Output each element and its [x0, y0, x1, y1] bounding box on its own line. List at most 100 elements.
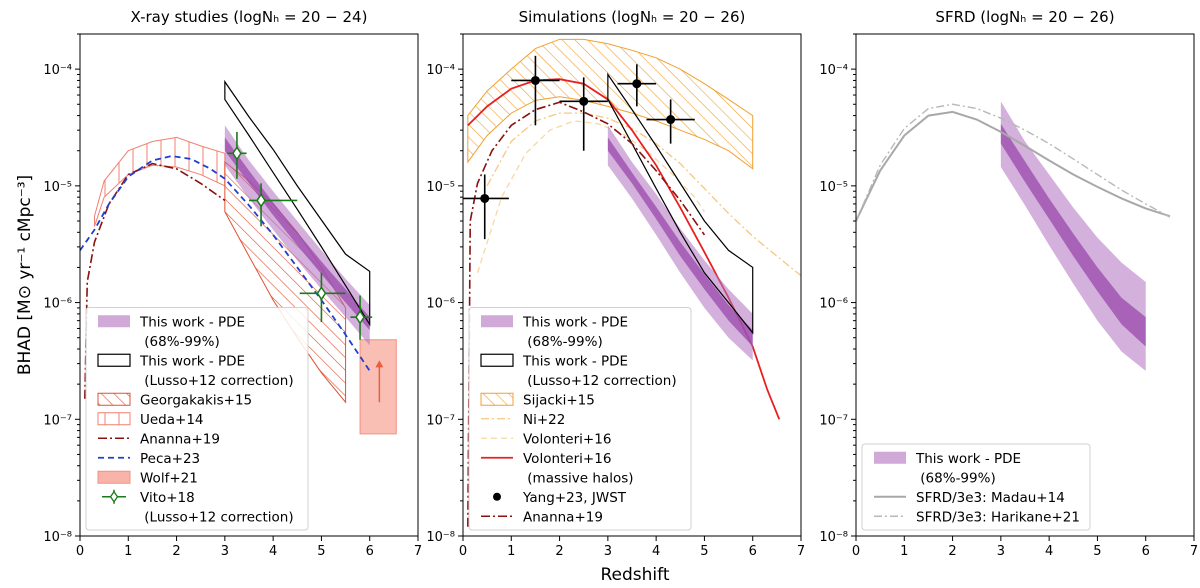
series-this-work-pde-68-99--68	[1000, 123, 1146, 347]
series-sfrd-3e3-madau-14	[856, 110, 1171, 222]
series-yang-23-jwst-point-3	[559, 77, 608, 151]
x-tick-label: 6	[1142, 544, 1150, 559]
x-tick-label: 5	[700, 544, 708, 559]
legend-label: This work - PDE	[139, 353, 245, 369]
panel-title: SFRD (logNₕ = 20 − 26)	[935, 8, 1114, 26]
legend-item: This work - PDE (Lusso+12 correction)	[97, 353, 294, 389]
legend-label: This work - PDE	[139, 314, 245, 330]
series-wolf-21	[359, 339, 397, 435]
y-tick-label: 10⁻⁴	[426, 63, 455, 78]
x-axis-label: Redshift	[600, 565, 669, 585]
x-tick-label: 7	[1190, 544, 1198, 559]
y-tick-label: 10⁻⁶	[819, 297, 848, 312]
y-tick-label: 10⁻⁷	[426, 413, 455, 428]
x-tick-label: 0	[76, 544, 84, 559]
legend-label: Vito+18	[140, 490, 195, 506]
series-sfrd-3e3-harikane-21	[856, 103, 1171, 222]
legend-item: Ueda+14	[97, 412, 204, 428]
x-tick-label: 3	[221, 544, 229, 559]
legend-item: Ni+22	[481, 412, 565, 428]
x-tick-label: 1	[507, 544, 515, 559]
legend-swatch	[480, 392, 514, 406]
x-tick-label: 5	[317, 544, 325, 559]
x-tick-label: 2	[948, 544, 956, 559]
legend-item: SFRD/3e3: Harikane+21	[874, 509, 1080, 525]
series-vito-18-lusso-12-correction--point-1	[227, 131, 247, 179]
series-this-work-pde-68-99--68	[224, 137, 370, 331]
legend-label: (Lusso+12 correction)	[140, 373, 294, 389]
legend-label: (massive halos)	[523, 470, 634, 486]
x-tick-label: 3	[997, 544, 1005, 559]
legend-label: (68%-99%)	[916, 470, 996, 486]
marker	[530, 75, 540, 85]
series-yang-23-jwst-point-2	[511, 55, 560, 126]
legend-label: Ni+22	[523, 412, 565, 428]
legend-label: Yang+23, JWST	[522, 490, 627, 506]
y-tick-label: 10⁻⁸	[43, 530, 72, 545]
axes-frame	[462, 33, 802, 537]
legend-item: SFRD/3e3: Madau+14	[874, 490, 1065, 506]
x-tick-label: 0	[459, 544, 467, 559]
axes-frame	[855, 33, 1195, 537]
legend-item: Wolf+21	[97, 470, 198, 486]
legend-label: This work - PDE	[915, 451, 1021, 467]
panel-3: 0 1 2 3 4 5 6 7 10⁻⁸ 10⁻⁷ 10⁻⁶ 10⁻⁵ 10⁻⁴ SFRD (logNₕ …	[819, 8, 1198, 559]
legend-item: Peca+23	[98, 451, 200, 467]
panel-2: 0 1 2 3 4 5 6 7 10⁻⁸ 10⁻⁷ 10⁻⁶ 10⁻⁵ 10⁻⁴ Simulations …	[426, 8, 805, 559]
panel-1: 0 1 2 3 4 5 6 7 10⁻⁸ 10⁻⁷ 10⁻⁶ 10⁻⁵ 10⁻⁴ X-ray studie…	[43, 8, 422, 559]
marker	[232, 145, 242, 161]
x-tick-label: 7	[797, 544, 805, 559]
legend-item: This work - PDE (68%-99%)	[874, 451, 1021, 486]
panel-title: Simulations (logNₕ = 20 − 26)	[519, 8, 746, 26]
y-tick-label: 10⁻⁷	[819, 413, 848, 428]
legend-swatch	[97, 412, 131, 426]
series-yang-23-jwst-point-1	[463, 174, 509, 240]
legend-label: (Lusso+12 correction)	[523, 373, 677, 389]
x-tick-label: 7	[414, 544, 422, 559]
legend-label: Volonteri+16	[523, 451, 611, 467]
marker	[632, 79, 642, 89]
y-tick-label: 10⁻⁶	[43, 297, 72, 312]
legend-marker	[493, 492, 501, 501]
legend-label: Wolf+21	[140, 470, 198, 486]
y-tick-label: 10⁻⁴	[43, 63, 72, 78]
x-tick-label: 3	[604, 544, 612, 559]
legend-swatch	[97, 470, 131, 484]
y-tick-label: 10⁻⁷	[43, 413, 72, 428]
legend-swatch	[97, 392, 131, 406]
x-tick-label: 4	[652, 544, 660, 559]
legend-item: Ananna+19	[98, 431, 220, 447]
series-this-work-pde-68-99--68	[607, 137, 753, 347]
x-tick-label: 1	[900, 544, 908, 559]
marker	[316, 285, 327, 301]
series-ananna-19	[84, 162, 226, 399]
y-tick-label: 10⁻⁵	[819, 180, 848, 195]
legend-item: Ananna+19	[481, 509, 603, 525]
x-tick-label: 1	[124, 544, 132, 559]
legend-label: (68%-99%)	[140, 334, 220, 350]
legend-label: Volonteri+16	[523, 431, 611, 447]
x-tick-label: 6	[749, 544, 757, 559]
legend-label: Sijacki+15	[523, 392, 595, 408]
plot-area	[856, 101, 1171, 371]
legend-frame	[861, 443, 1091, 531]
legend: This work - PDE (68%-99%) This work - PDE…	[85, 307, 309, 531]
axes-frame	[79, 33, 419, 537]
legend-swatch	[480, 353, 514, 367]
y-axis-label: BHAD [M⊙ yr⁻¹ cMpc⁻³]	[15, 175, 35, 375]
y-tick-label: 10⁻⁸	[819, 530, 848, 545]
legend: This work - PDE (68%-99%)This work - PDE…	[468, 307, 692, 531]
marker	[666, 115, 676, 125]
legend-item: Sijacki+15	[480, 392, 595, 408]
y-tick-label: 10⁻⁴	[819, 63, 848, 78]
legend-label: Ananna+19	[523, 509, 603, 525]
series-yang-23-jwst-point-4	[617, 64, 657, 107]
legend-label: Peca+23	[140, 451, 200, 467]
legend-marker	[109, 490, 119, 503]
marker	[480, 193, 490, 203]
x-tick-label: 2	[172, 544, 180, 559]
plot-area	[463, 38, 801, 527]
x-tick-label: 4	[1045, 544, 1053, 559]
legend-label: (Lusso+12 correction)	[140, 509, 294, 525]
